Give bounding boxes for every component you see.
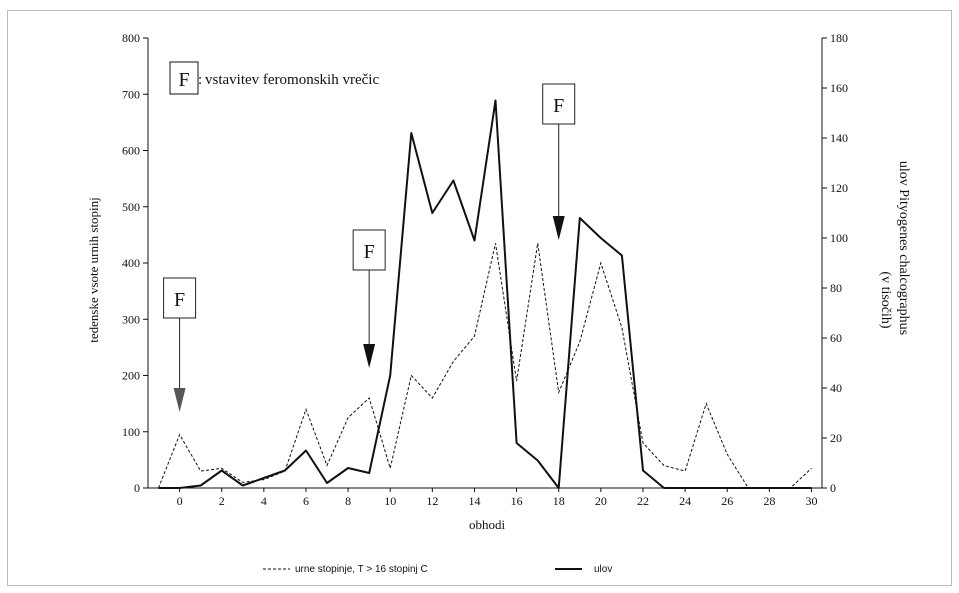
x-tick-label: 18: [553, 494, 565, 508]
y-left-tick-label: 500: [122, 200, 140, 214]
feromon-marker-label: F: [364, 241, 375, 263]
y-right-tick-label: 160: [830, 81, 848, 95]
y-right-tick-label: 140: [830, 131, 848, 145]
x-tick-label: 16: [511, 494, 523, 508]
feromon-marker-arrow-head: [552, 216, 565, 240]
y-left-tick-label: 400: [122, 256, 140, 270]
x-tick-label: 28: [763, 494, 775, 508]
note-text-colon: :: [198, 72, 202, 88]
x-tick-label: 4: [261, 494, 267, 508]
y-right-tick-label: 40: [830, 381, 842, 395]
x-tick-label: 10: [384, 494, 396, 508]
x-tick-label: 26: [721, 494, 733, 508]
y-left-tick-label: 700: [122, 87, 140, 101]
y-right-tick-label: 0: [830, 481, 836, 495]
x-tick-label: 0: [177, 494, 183, 508]
y-left-tick-label: 0: [134, 481, 140, 495]
legend: urne stopinje, T > 16 stopinj C ulov: [263, 564, 612, 575]
feromon-marker-box: [542, 83, 576, 125]
feromon-marker-arrow-head: [173, 388, 186, 412]
y-left-tick-label: 300: [122, 312, 140, 326]
x-tick-label: 24: [679, 494, 691, 508]
y-right-tick-label: 80: [830, 281, 842, 295]
y-right-tick-label: 100: [830, 231, 848, 245]
legend-label-ulov: ulov: [594, 564, 612, 575]
x-tick-label: 30: [805, 494, 817, 508]
y-right-tick-label: 120: [830, 181, 848, 195]
series-line-urne-stopinje: [158, 243, 812, 489]
y-right-tick-label: 20: [830, 431, 842, 445]
x-tick-label: 2: [219, 494, 225, 508]
y-right-tick-label: 180: [830, 31, 848, 45]
annotation-note: vstavitev feromonskih vrečic: [205, 72, 379, 88]
y-axis-right-label: ulov Pityogenes chalcographus: [896, 161, 911, 335]
y-left-tick-label: 800: [122, 31, 140, 45]
feromon-marker-arrow-head: [363, 344, 376, 368]
feromon-marker-box: [352, 229, 386, 271]
y-left-tick-label: 600: [122, 144, 140, 158]
series-layer: [158, 99, 812, 489]
legend-label-urne-stopinje: urne stopinje, T > 16 stopinj C: [295, 564, 428, 575]
annotations: F F F: [163, 83, 576, 412]
y-left-tick-label: 200: [122, 369, 140, 383]
x-tick-label: 6: [303, 494, 309, 508]
y-axis-right-unit: (v tisočih): [878, 271, 893, 328]
x-axis-label: obhodi: [469, 517, 506, 532]
note-f-box: [169, 61, 199, 95]
axes: 0100200300400500600700800020406080100120…: [122, 31, 848, 508]
feromon-marker-label: F: [553, 95, 564, 117]
series-line-ulov: [158, 99, 812, 489]
x-tick-label: 20: [595, 494, 607, 508]
y-left-tick-label: 100: [122, 425, 140, 439]
x-tick-label: 12: [426, 494, 438, 508]
note-f-label: F: [178, 69, 189, 91]
feromon-marker-box: [163, 277, 197, 319]
x-tick-label: 8: [345, 494, 351, 508]
y-right-tick-label: 60: [830, 331, 842, 345]
x-tick-label: 14: [468, 494, 480, 508]
x-tick-label: 22: [637, 494, 649, 508]
feromon-marker-label: F: [174, 289, 185, 311]
figure-frame: [7, 10, 952, 586]
y-axis-left-label: tedenske vsote urnih stopinj: [86, 197, 101, 343]
